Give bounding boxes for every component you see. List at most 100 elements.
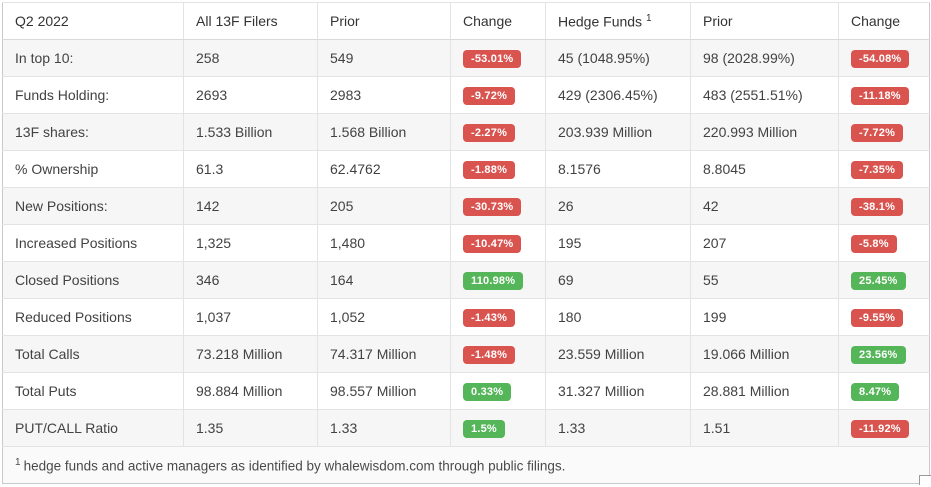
hedge-funds-prior-cell: 207 — [690, 224, 839, 262]
hedge-funds-prior-cell: 1.51 — [690, 409, 839, 447]
hedge-funds-prior-cell: 28.881 Million — [690, 372, 839, 410]
table-row: Reduced Positions 1,037 1,052 -1.43% 180… — [2, 298, 930, 336]
hedge-funds-prior-cell: 220.993 Million — [690, 113, 839, 151]
all-filers-prior-cell: 62.4762 — [317, 150, 451, 188]
hedge-funds-change-cell: -54.08% — [838, 39, 930, 77]
change-badge: -10.47% — [463, 234, 522, 253]
column-header-prior-hedge-funds: Prior — [690, 2, 839, 40]
hedge-funds-change-cell: -7.35% — [838, 150, 930, 188]
hedge-funds-label: Hedge Funds — [558, 13, 643, 30]
hedge-funds-change-cell: -11.92% — [838, 409, 930, 447]
hedge-funds-prior-cell: 98 (2028.99%) — [690, 39, 839, 77]
all-filers-prior-cell: 74.317 Million — [317, 335, 451, 373]
change-badge: 8.47% — [851, 382, 900, 401]
row-label: New Positions: — [2, 187, 184, 225]
change-badge: -30.73% — [463, 197, 522, 216]
hedge-funds-change-cell: -11.18% — [838, 76, 930, 114]
change-badge: 1.5% — [463, 419, 505, 438]
column-header-quarter: Q2 2022 — [2, 2, 184, 40]
change-badge: -7.72% — [851, 123, 904, 142]
row-label: Funds Holding: — [2, 76, 184, 114]
hedge-funds-prior-cell: 8.8045 — [690, 150, 839, 188]
hedge-funds-value-cell: 203.939 Million — [545, 113, 691, 151]
all-filers-prior-cell: 205 — [317, 187, 451, 225]
table-row: Closed Positions 346 164 110.98% 69 55 2… — [2, 261, 930, 299]
hedge-funds-change-cell: -38.1% — [838, 187, 930, 225]
all-filers-change-cell: -1.43% — [450, 298, 546, 336]
change-badge: -7.35% — [851, 160, 904, 179]
change-badge: -11.18% — [851, 86, 909, 105]
all-filers-prior-cell: 98.557 Million — [317, 372, 451, 410]
hedge-funds-change-cell: 25.45% — [838, 261, 930, 299]
change-badge: -1.43% — [463, 308, 516, 327]
row-label: Total Calls — [2, 335, 184, 373]
all-filers-change-cell: -2.27% — [450, 113, 546, 151]
change-badge: -1.48% — [463, 345, 516, 364]
all-filers-value-cell: 1.35 — [183, 409, 318, 447]
change-badge: -38.1% — [851, 197, 904, 216]
row-label: % Ownership — [2, 150, 184, 188]
footnote-superscript: 1 — [15, 456, 21, 468]
hedge-funds-prior-cell: 55 — [690, 261, 839, 299]
all-filers-value-cell: 346 — [183, 261, 318, 299]
hedge-funds-value-cell: 180 — [545, 298, 691, 336]
hedge-funds-change-cell: 8.47% — [838, 372, 930, 410]
hedge-funds-value-cell: 45 (1048.95%) — [545, 39, 691, 77]
all-filers-prior-cell: 1.568 Billion — [317, 113, 451, 151]
all-filers-value-cell: 73.218 Million — [183, 335, 318, 373]
change-badge: -2.27% — [463, 123, 516, 142]
table-header-row: Q2 2022 All 13F Filers Prior Change Hedg… — [2, 2, 930, 40]
column-header-change-all: Change — [450, 2, 546, 40]
table-row: New Positions: 142 205 -30.73% 26 42 -38… — [2, 187, 930, 225]
hedge-funds-prior-cell: 483 (2551.51%) — [690, 76, 839, 114]
all-filers-prior-cell: 1.33 — [317, 409, 451, 447]
hedge-funds-change-cell: -5.8% — [838, 224, 930, 262]
hedge-funds-value-cell: 31.327 Million — [545, 372, 691, 410]
hedge-funds-change-cell: 23.56% — [838, 335, 930, 373]
table-row: Total Puts 98.884 Million 98.557 Million… — [2, 372, 930, 410]
change-badge: -11.92% — [851, 419, 909, 438]
all-filers-value-cell: 98.884 Million — [183, 372, 318, 410]
row-label: Increased Positions — [2, 224, 184, 262]
column-header-all-13f-filers: All 13F Filers — [183, 2, 318, 40]
resize-handle-icon[interactable] — [919, 475, 931, 485]
all-filers-prior-cell: 164 — [317, 261, 451, 299]
all-filers-value-cell: 142 — [183, 187, 318, 225]
column-header-prior-all: Prior — [317, 2, 451, 40]
change-badge: -9.55% — [851, 308, 904, 327]
hedge-funds-change-cell: -9.55% — [838, 298, 930, 336]
all-filers-change-cell: -1.88% — [450, 150, 546, 188]
row-label: PUT/CALL Ratio — [2, 409, 184, 447]
hedge-funds-value-cell: 429 (2306.45%) — [545, 76, 691, 114]
change-badge: 110.98% — [463, 271, 524, 290]
column-header-hedge-funds: Hedge Funds 1 — [545, 2, 691, 40]
table-row: Total Calls 73.218 Million 74.317 Millio… — [2, 335, 930, 373]
all-filers-change-cell: -1.48% — [450, 335, 546, 373]
hedge-funds-value-cell: 69 — [545, 261, 691, 299]
footnote: 1 hedge funds and active managers as iden… — [2, 446, 930, 484]
all-filers-value-cell: 2693 — [183, 76, 318, 114]
table-footer: 1 hedge funds and active managers as iden… — [2, 446, 930, 484]
column-header-change-hedge-funds: Change — [838, 2, 930, 40]
row-label: In top 10: — [2, 39, 184, 77]
all-filers-change-cell: -30.73% — [450, 187, 546, 225]
footnote-text: hedge funds and active managers as ident… — [23, 458, 566, 474]
all-filers-value-cell: 1,037 — [183, 298, 318, 336]
hedge-funds-value-cell: 195 — [545, 224, 691, 262]
all-filers-value-cell: 1.533 Billion — [183, 113, 318, 151]
all-filers-change-cell: -9.72% — [450, 76, 546, 114]
all-filers-change-cell: -10.47% — [450, 224, 546, 262]
table-row: 13F shares: 1.533 Billion 1.568 Billion … — [2, 113, 930, 151]
all-filers-value-cell: 1,325 — [183, 224, 318, 262]
all-filers-change-cell: 110.98% — [450, 261, 546, 299]
all-filers-prior-cell: 1,052 — [317, 298, 451, 336]
row-label: Closed Positions — [2, 261, 184, 299]
hedge-funds-prior-cell: 42 — [690, 187, 839, 225]
change-badge: 25.45% — [851, 271, 906, 290]
table-body: In top 10: 258 549 -53.01% 45 (1048.95%)… — [2, 39, 930, 447]
table-row: Increased Positions 1,325 1,480 -10.47% … — [2, 224, 930, 262]
all-filers-change-cell: 1.5% — [450, 409, 546, 447]
hedge-funds-change-cell: -7.72% — [838, 113, 930, 151]
